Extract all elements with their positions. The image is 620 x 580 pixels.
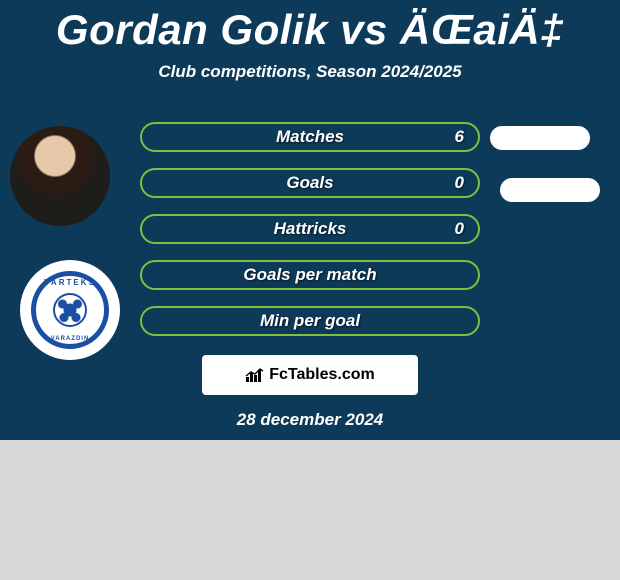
stat-label: Matches: [276, 127, 344, 147]
soccer-ball-icon: [53, 293, 87, 327]
card-subtitle: Club competitions, Season 2024/2025: [158, 62, 461, 82]
club-logo: VARTEKS VARAZDIN: [20, 260, 120, 360]
club-logo-text-top: VARTEKS: [44, 278, 96, 287]
stats-table: Matches 6 Goals 0 Hattricks 0 Goals per …: [140, 122, 480, 336]
card-date: 28 december 2024: [0, 410, 620, 430]
stat-value: 0: [455, 173, 464, 193]
player-avatar: [10, 126, 110, 226]
fctables-link[interactable]: FcTables.com: [202, 355, 418, 395]
fctables-text: FcTables.com: [269, 366, 375, 384]
stat-row-hattricks: Hattricks 0: [140, 214, 480, 244]
right-pill-1: [490, 126, 590, 150]
club-logo-inner: VARTEKS VARAZDIN: [31, 271, 109, 349]
stat-value: 6: [455, 127, 464, 147]
stat-row-goals-per-match: Goals per match: [140, 260, 480, 290]
stat-row-goals: Goals 0: [140, 168, 480, 198]
stat-label: Goals: [286, 173, 333, 193]
stat-label: Goals per match: [243, 265, 376, 285]
right-pill-2: [500, 178, 600, 202]
card-title: Gordan Golik vs ÄŒaiÄ‡: [56, 6, 564, 54]
stat-label: Min per goal: [260, 311, 360, 331]
stat-label: Hattricks: [274, 219, 347, 239]
barchart-icon: [245, 367, 265, 383]
stat-row-matches: Matches 6: [140, 122, 480, 152]
comparison-card: Gordan Golik vs ÄŒaiÄ‡ Club competitions…: [0, 0, 620, 440]
club-logo-text-bottom: VARAZDIN: [51, 336, 90, 342]
stat-row-min-per-goal: Min per goal: [140, 306, 480, 336]
stat-value: 0: [455, 219, 464, 239]
